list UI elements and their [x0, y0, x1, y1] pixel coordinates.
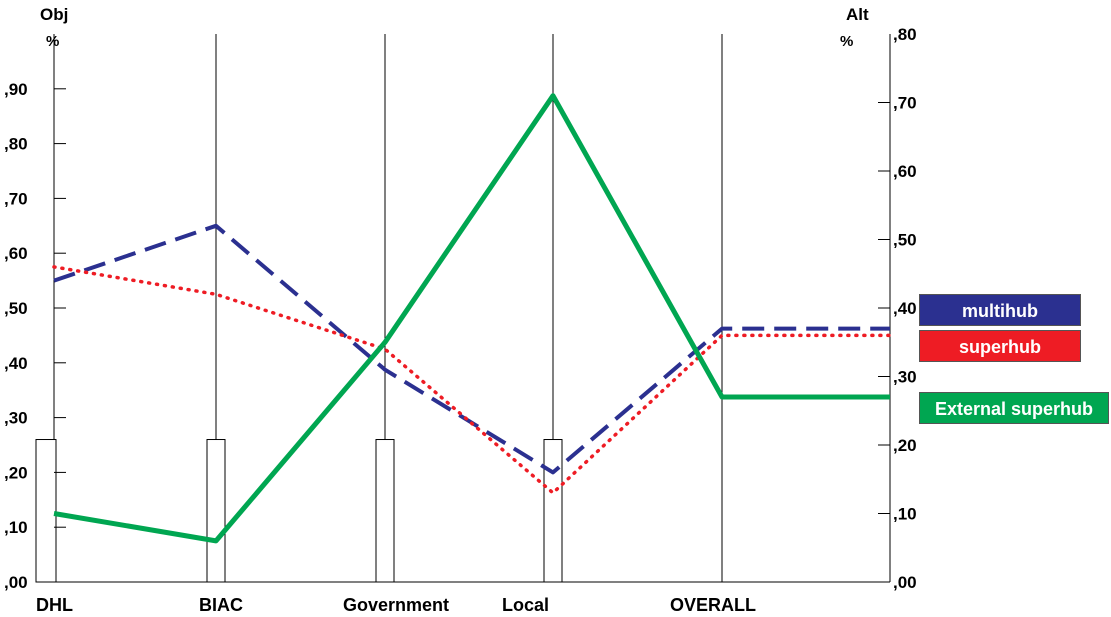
objective-weight-bars	[35, 439, 563, 583]
series-line-external-superhub	[53, 93, 890, 544]
weight-bar-government	[375, 439, 395, 583]
left-tick-label: ,90	[4, 80, 28, 99]
legend-multihub: multihub	[919, 294, 1081, 326]
weight-bar-local	[543, 439, 563, 583]
right-axis-unit: %	[840, 33, 853, 50]
right-axis-ticks: ,00 ,10 ,20 ,30 ,40 ,50 ,60 ,70 ,80	[878, 25, 917, 592]
right-tick-label: ,30	[893, 368, 917, 387]
category-label-local: Local	[502, 595, 549, 615]
category-label-overall: OVERALL	[670, 595, 756, 615]
right-tick-label: ,50	[893, 231, 917, 250]
right-tick-label: ,40	[893, 299, 917, 318]
series-lines	[52, 93, 892, 544]
left-tick-label: ,70	[4, 189, 28, 208]
category-gridlines	[215, 34, 723, 582]
category-label-government: Government	[343, 595, 449, 615]
left-axis-title: Obj	[40, 5, 68, 24]
left-tick-label: ,80	[4, 135, 28, 154]
left-tick-label: ,40	[4, 354, 28, 373]
legend-multihub-label: multihub	[962, 301, 1038, 321]
right-tick-label: ,80	[893, 25, 917, 44]
right-tick-label: ,20	[893, 436, 917, 455]
plot-frame	[53, 34, 891, 583]
left-tick-label: ,10	[4, 518, 28, 537]
left-tick-label: ,00	[4, 573, 28, 592]
weight-bar-biac	[206, 439, 226, 583]
category-labels: DHL BIAC Government Local OVERALL	[36, 595, 756, 615]
left-tick-label: ,30	[4, 409, 28, 428]
right-tick-label: ,10	[893, 505, 917, 524]
legend-superhub: superhub	[919, 330, 1081, 362]
right-tick-label: ,70	[893, 94, 917, 113]
left-axis-unit: %	[46, 33, 59, 50]
series-line-multihub	[53, 223, 890, 475]
right-tick-label: ,00	[893, 573, 917, 592]
series-line-superhub	[52, 265, 892, 495]
weight-bar-dhl	[35, 439, 57, 583]
category-label-biac: BIAC	[199, 595, 243, 615]
left-tick-label: ,60	[4, 244, 28, 263]
legend-external-superhub: External superhub	[919, 392, 1109, 424]
category-label-dhl: DHL	[36, 595, 73, 615]
legend-external-superhub-label: External superhub	[934, 399, 1094, 419]
right-tick-label: ,60	[893, 162, 917, 181]
left-tick-label: ,20	[4, 463, 28, 482]
right-axis-title: Alt	[846, 5, 869, 24]
left-tick-label: ,50	[4, 299, 28, 318]
left-axis-ticks: ,00 ,10 ,20 ,30 ,40 ,50 ,60 ,70 ,80 ,90	[4, 80, 66, 592]
legend-superhub-label: superhub	[958, 337, 1041, 357]
